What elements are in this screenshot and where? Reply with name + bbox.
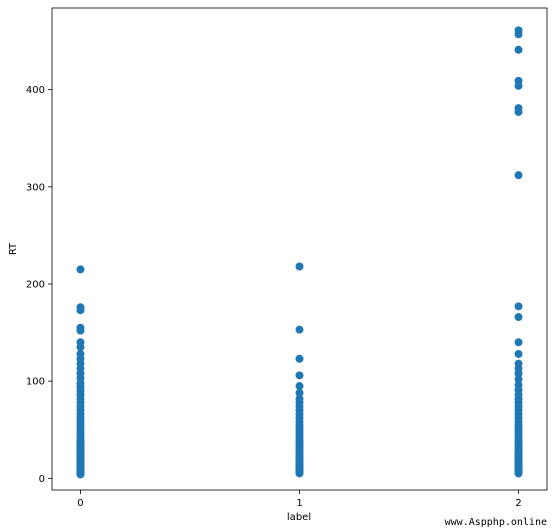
watermark-text: www.Aspphp.online [442,517,549,528]
scatter-point [295,382,304,391]
x-tick-label: 0 [77,498,83,509]
y-tick-label: 300 [26,182,45,193]
scatter-point [76,326,85,335]
x-axis-label: label [287,512,311,523]
scatter-point [514,448,523,457]
scatter-point [514,171,523,180]
y-tick-label: 0 [39,474,45,485]
y-tick-label: 100 [26,377,45,388]
scatter-point [514,375,523,384]
axis-ticks: 0 1 2 0 100 200 300 400 [26,85,522,509]
scatter-point [295,262,304,271]
scatter-point [514,313,523,322]
scatter-point [76,265,85,274]
scatter-point [514,81,523,90]
scatter-point [514,369,523,378]
scatter-point [514,30,523,39]
data-points [76,26,523,479]
y-axis-label: RT [8,242,19,255]
scatter-point [295,325,304,334]
scatter-point [76,343,85,352]
scatter-point [295,354,304,363]
y-tick-label: 400 [26,85,45,96]
scatter-point [514,302,523,311]
scatter-point [514,349,523,358]
scatter-point [76,441,85,450]
scatter-point [295,455,304,464]
scatter-point [514,338,523,347]
scatter-point [295,371,304,380]
scatter-point [76,306,85,315]
x-tick-label: 2 [515,498,521,509]
x-tick-label: 1 [296,498,302,509]
scatter-point [514,107,523,116]
y-tick-label: 200 [26,279,45,290]
scatter-point [514,45,523,54]
scatter-point [295,388,304,397]
